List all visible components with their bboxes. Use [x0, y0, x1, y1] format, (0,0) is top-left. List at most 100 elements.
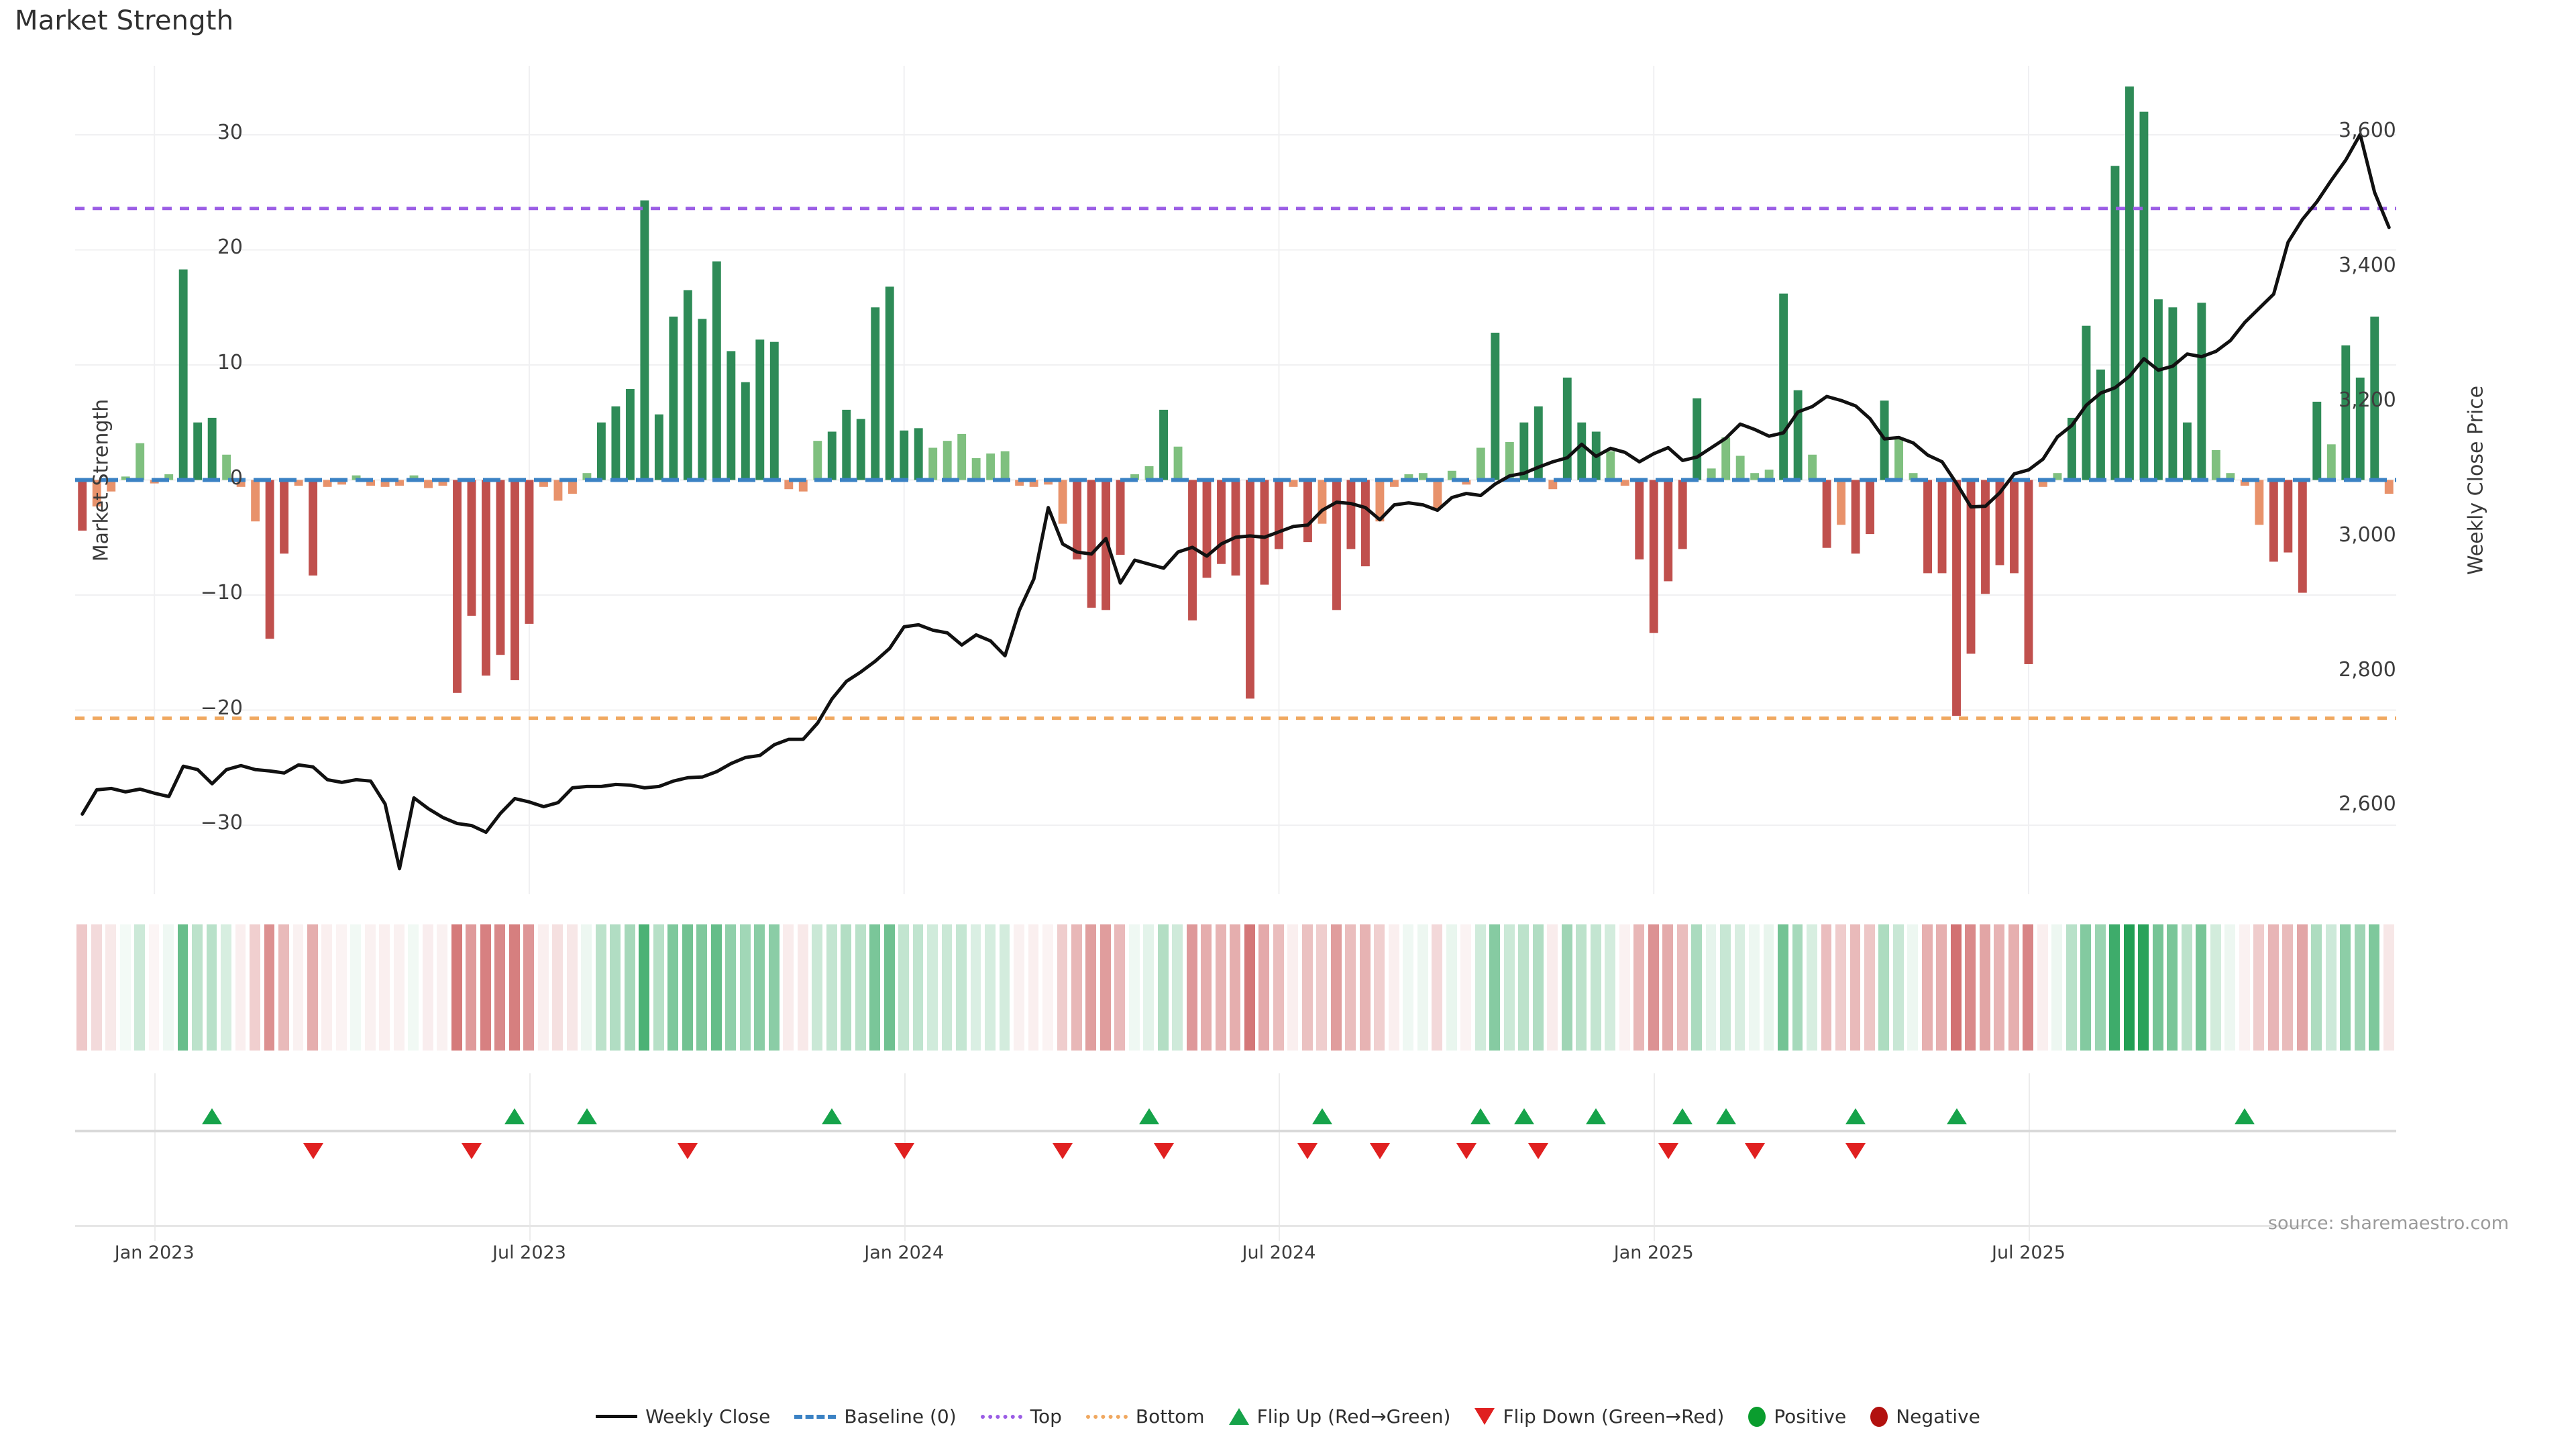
heatmap-cell	[221, 924, 231, 1051]
heatmap-cell	[1662, 924, 1673, 1051]
heatmap-cell	[927, 924, 938, 1051]
heatmap-cell	[2008, 924, 2019, 1051]
heatmap-cell	[1878, 924, 1890, 1051]
legend-item-label: Weekly Close	[645, 1405, 771, 1428]
flip-down-marker	[894, 1143, 914, 1159]
heatmap-cell	[1619, 924, 1630, 1051]
heatmap-cell	[119, 924, 131, 1051]
y-axis-left-tick: 30	[217, 120, 243, 144]
heatmap-cell	[1273, 924, 1284, 1051]
flip-down-marker	[1456, 1143, 1477, 1159]
heatmap-cell	[1028, 924, 1039, 1051]
heatmap-cell	[1720, 924, 1731, 1051]
heatmap-cell	[1403, 924, 1414, 1051]
heatmap-cell	[1503, 924, 1515, 1051]
legend-item[interactable]: Positive	[1748, 1405, 1846, 1428]
black-line-icon	[596, 1415, 638, 1418]
heatmap-cell	[1892, 924, 1904, 1051]
heatmap-cell	[1359, 924, 1371, 1051]
green-circle-icon	[1748, 1406, 1766, 1427]
heatmap-cell	[2340, 924, 2351, 1051]
legend-item-label: Flip Up (Red→Green)	[1256, 1405, 1451, 1428]
heatmap-cell	[2224, 924, 2236, 1051]
heatmap-cell	[912, 924, 924, 1051]
chart-legend: Weekly Close Baseline (0) Top Bottom Flip Up…	[0, 1405, 2576, 1428]
heatmap-cell	[768, 924, 780, 1051]
heatmap-cell	[1691, 924, 1702, 1051]
heatmap-cell	[1128, 924, 1140, 1051]
heatmap-cell	[898, 924, 909, 1051]
y-axis-right-tick: 2,600	[2339, 792, 2396, 816]
heatmap-cell	[76, 924, 88, 1051]
heatmap-cell	[1432, 924, 1443, 1051]
legend-item-label: Bottom	[1135, 1405, 1205, 1428]
heatmap-cell	[2023, 924, 2034, 1051]
heatmap-cell	[1446, 924, 1457, 1051]
heatmap-cell	[321, 924, 333, 1051]
heatmap-cell	[1099, 924, 1111, 1051]
red-triangle-down-icon	[1474, 1408, 1495, 1425]
heatmap-cell	[508, 924, 520, 1051]
legend-item[interactable]: Top	[980, 1405, 1062, 1428]
heatmap-cell	[682, 924, 693, 1051]
heatmap-cell	[1215, 924, 1226, 1051]
heatmap-cell	[1230, 924, 1241, 1051]
heatmap-cell	[595, 924, 606, 1051]
heatmap-cell	[105, 924, 117, 1051]
heatmap-cell	[2267, 924, 2279, 1051]
heatmap-cell	[1474, 924, 1486, 1051]
heatmap-cell	[941, 924, 953, 1051]
legend-item[interactable]: Weekly Close	[596, 1405, 770, 1428]
legend-item[interactable]: Baseline (0)	[794, 1405, 957, 1428]
x-axis-tick: Jan 2025	[1613, 1242, 1694, 1263]
heatmap-cell	[1965, 924, 1976, 1051]
heatmap-cell	[206, 924, 217, 1051]
legend-item[interactable]: Bottom	[1085, 1405, 1205, 1428]
y-axis-left-tick: 0	[229, 466, 243, 490]
heatmap-cell	[1561, 924, 1572, 1051]
y-axis-left-tick: −30	[200, 811, 243, 835]
heatmap-cell	[783, 924, 794, 1051]
legend-item[interactable]: Flip Up (Red→Green)	[1228, 1405, 1451, 1428]
heatmap-cell	[1287, 924, 1299, 1051]
flip-down-marker	[1297, 1143, 1318, 1159]
heatmap-cell	[1417, 924, 1428, 1051]
strength-heatmap-strip	[75, 924, 2396, 1051]
heatmap-cell	[1201, 924, 1212, 1051]
heatmap-cell	[754, 924, 765, 1051]
heatmap-cell	[1792, 924, 1803, 1051]
heatmap-cell	[812, 924, 823, 1051]
heatmap-cell	[163, 924, 174, 1051]
heatmap-cell	[1648, 924, 1659, 1051]
heatmap-cell	[1936, 924, 1947, 1051]
heatmap-cell	[2051, 924, 2063, 1051]
heatmap-cell	[393, 924, 405, 1051]
main-chart-panel: Market Strength Weekly Close Price	[75, 66, 2487, 894]
heatmap-cell	[552, 924, 564, 1051]
legend-item[interactable]: Negative	[1870, 1405, 1980, 1428]
heatmap-cell	[2383, 924, 2394, 1051]
flip-down-marker	[1744, 1143, 1765, 1159]
heatmap-cell	[1114, 924, 1126, 1051]
heatmap-cell	[653, 924, 664, 1051]
heatmap-cell	[1590, 924, 1601, 1051]
heatmap-cell	[2253, 924, 2265, 1051]
heatmap-cell	[1388, 924, 1399, 1051]
heatmap-cell	[2094, 924, 2106, 1051]
flip-marker-panel	[75, 1073, 2396, 1187]
legend-item[interactable]: Flip Down (Green→Red)	[1474, 1405, 1724, 1428]
heatmap-cell	[2123, 924, 2135, 1051]
heatmap-cell	[1071, 924, 1082, 1051]
heatmap-cell	[1345, 924, 1356, 1051]
heatmap-cell	[91, 924, 102, 1051]
heatmap-cell	[292, 924, 304, 1051]
market-strength-plot	[75, 66, 2396, 894]
flip-up-marker	[2235, 1108, 2255, 1124]
heatmap-cell	[480, 924, 491, 1051]
heatmap-cell	[2325, 924, 2337, 1051]
heatmap-cell	[624, 924, 635, 1051]
heatmap-cell	[2037, 924, 2048, 1051]
heatmap-cell	[2109, 924, 2121, 1051]
heatmap-cell	[1518, 924, 1529, 1051]
heatmap-cell	[192, 924, 203, 1051]
